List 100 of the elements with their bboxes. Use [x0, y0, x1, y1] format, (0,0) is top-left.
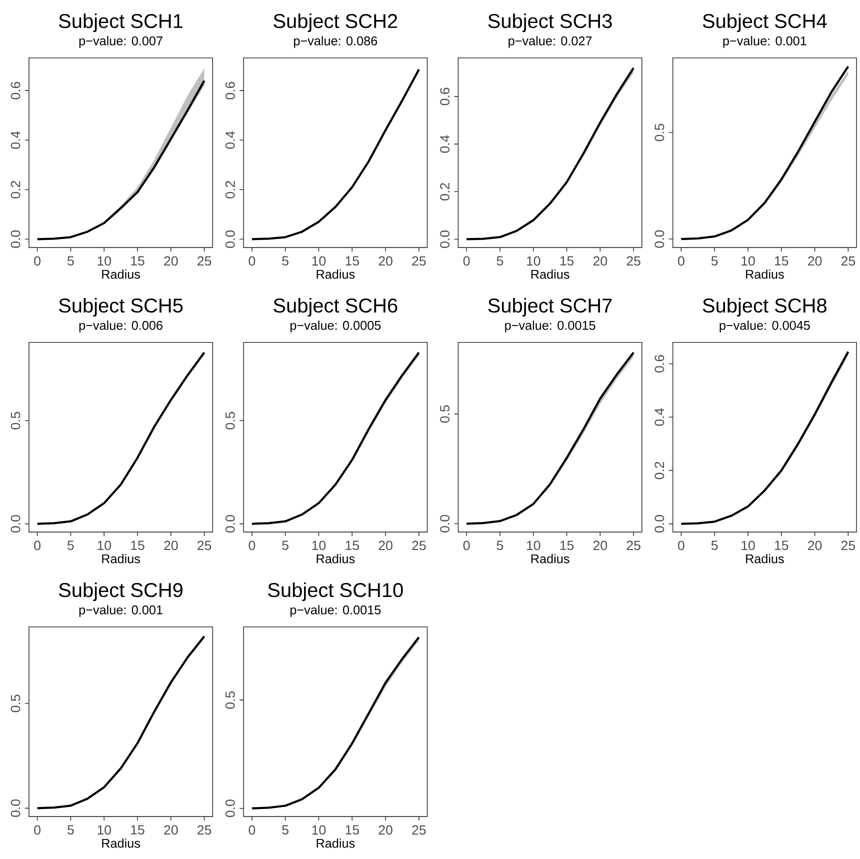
x-tick-label: 25	[841, 541, 856, 550]
x-axis-title: Radius	[102, 838, 140, 848]
x-tick-label: 5	[282, 826, 288, 835]
chart-subtitle: p−value: 0.0015	[290, 605, 381, 618]
chart-title: Subject SCH1	[58, 14, 182, 32]
chart-title: Subject SCH2	[274, 14, 398, 32]
y-tick-label: 0.0	[654, 515, 664, 533]
x-tick-label: 20	[164, 541, 178, 550]
y-tick-label: 0.0	[440, 515, 450, 533]
x-tick-label: 15	[346, 826, 359, 835]
x-tick-label: 15	[131, 256, 144, 266]
chart-title: Subject SCH5	[58, 298, 183, 317]
y-tick-label: 0.0	[440, 230, 450, 248]
x-tick-label: 0	[678, 256, 684, 266]
y-tick-label: 0.4	[10, 131, 20, 150]
chart-title: Subject SCH8	[702, 298, 826, 317]
y-tick-label: 0.5	[10, 694, 20, 712]
chart-subtitle: p−value: 0.0045	[720, 320, 810, 333]
y-tick-label: 0.0	[10, 230, 20, 248]
y-tick-label: 0.6	[10, 82, 20, 100]
y-tick-label: 0.4	[654, 408, 664, 426]
x-tick-label: 0	[248, 826, 256, 835]
x-tick-label: 20	[593, 541, 608, 550]
chart-subtitle: p−value: 0.006	[79, 320, 162, 333]
x-tick-label: 0	[463, 256, 470, 266]
x-tick-label: 25	[198, 826, 212, 835]
x-tick-label: 10	[98, 541, 111, 550]
x-tick-label: 5	[68, 826, 74, 835]
chart-subtitle: p−value: 0.027	[508, 36, 592, 48]
x-tick-label: 10	[312, 256, 326, 266]
x-tick-label: 15	[131, 541, 144, 550]
x-tick-label: 10	[312, 826, 326, 835]
x-axis-title: Radius	[746, 554, 784, 564]
chart-subtitle: p−value: 0.086	[294, 36, 378, 48]
y-tick-label: 0.5	[10, 412, 20, 430]
x-tick-label: 25	[198, 541, 212, 550]
chart-subtitle: p−value: 0.0015	[505, 320, 596, 333]
chart-subtitle: p−value: 0.001	[79, 605, 162, 618]
chart-title: Subject SCH7	[488, 298, 612, 317]
y-tick-label: 0.6	[654, 355, 664, 373]
x-tick-label: 15	[774, 256, 788, 266]
x-tick-label: 15	[346, 541, 359, 550]
x-tick-label: 10	[98, 826, 111, 835]
x-axis-title: Radius	[316, 270, 355, 280]
x-tick-label: 5	[68, 541, 74, 550]
x-tick-label: 0	[678, 541, 684, 550]
x-tick-label: 25	[412, 541, 426, 550]
x-tick-label: 10	[742, 541, 755, 550]
x-tick-label: 5	[496, 256, 504, 266]
y-tick-label: 0.0	[225, 515, 235, 533]
x-tick-label: 15	[131, 826, 144, 835]
y-tick-label: 0.0	[225, 800, 235, 818]
chart-title: Subject SCH9	[58, 582, 182, 602]
x-tick-label: 10	[526, 541, 540, 550]
chart-subtitle: p−value: 0.007	[79, 36, 162, 48]
y-tick-label: 0.5	[225, 692, 235, 710]
y-tick-label: 0.5	[225, 412, 235, 430]
x-tick-label: 25	[412, 256, 426, 266]
x-tick-label: 25	[626, 541, 640, 550]
y-tick-label: 0.6	[440, 88, 450, 106]
chart-title: Subject SCH4	[702, 14, 827, 32]
x-axis-title: Radius	[316, 838, 355, 848]
x-axis-title: Radius	[531, 270, 570, 280]
y-tick-label: 0.0	[225, 230, 235, 248]
x-axis-title: Radius	[746, 270, 784, 280]
x-tick-label: 20	[164, 826, 178, 835]
x-tick-label: 25	[841, 256, 856, 266]
x-tick-label: 5	[68, 256, 74, 266]
chart-subtitle: p−value: 0.0005	[290, 320, 381, 333]
x-tick-label: 5	[496, 541, 504, 550]
x-tick-label: 10	[526, 256, 540, 266]
y-tick-label: 0.4	[225, 131, 235, 150]
x-tick-label: 15	[560, 541, 574, 550]
x-tick-label: 10	[312, 541, 326, 550]
x-axis-title: Radius	[316, 554, 355, 564]
x-tick-label: 20	[378, 256, 392, 266]
y-tick-label: 0.2	[10, 181, 20, 199]
x-tick-label: 5	[282, 256, 288, 266]
y-tick-label: 0.2	[654, 462, 664, 480]
y-tick-label: 0.0	[654, 230, 664, 248]
x-tick-label: 15	[774, 541, 788, 550]
chart-subtitle: p−value: 0.001	[723, 36, 806, 48]
x-tick-label: 25	[412, 826, 426, 835]
x-tick-label: 10	[98, 256, 111, 266]
y-tick-label: 0.4	[440, 135, 450, 154]
x-tick-label: 25	[626, 256, 640, 266]
y-tick-label: 0.5	[440, 406, 450, 423]
y-tick-label: 0.5	[654, 124, 664, 142]
y-tick-label: 0.2	[225, 181, 235, 199]
x-axis-title: Radius	[102, 270, 140, 280]
x-tick-label: 5	[282, 541, 288, 550]
x-tick-label: 0	[34, 256, 40, 266]
x-tick-label: 15	[346, 256, 359, 266]
chart-title: Subject SCH3	[488, 14, 612, 32]
x-tick-label: 20	[378, 826, 392, 835]
x-tick-label: 5	[711, 541, 718, 550]
x-tick-label: 20	[164, 256, 178, 266]
x-tick-label: 5	[711, 256, 718, 266]
x-axis-title: Radius	[102, 554, 140, 564]
x-tick-label: 20	[378, 541, 392, 550]
